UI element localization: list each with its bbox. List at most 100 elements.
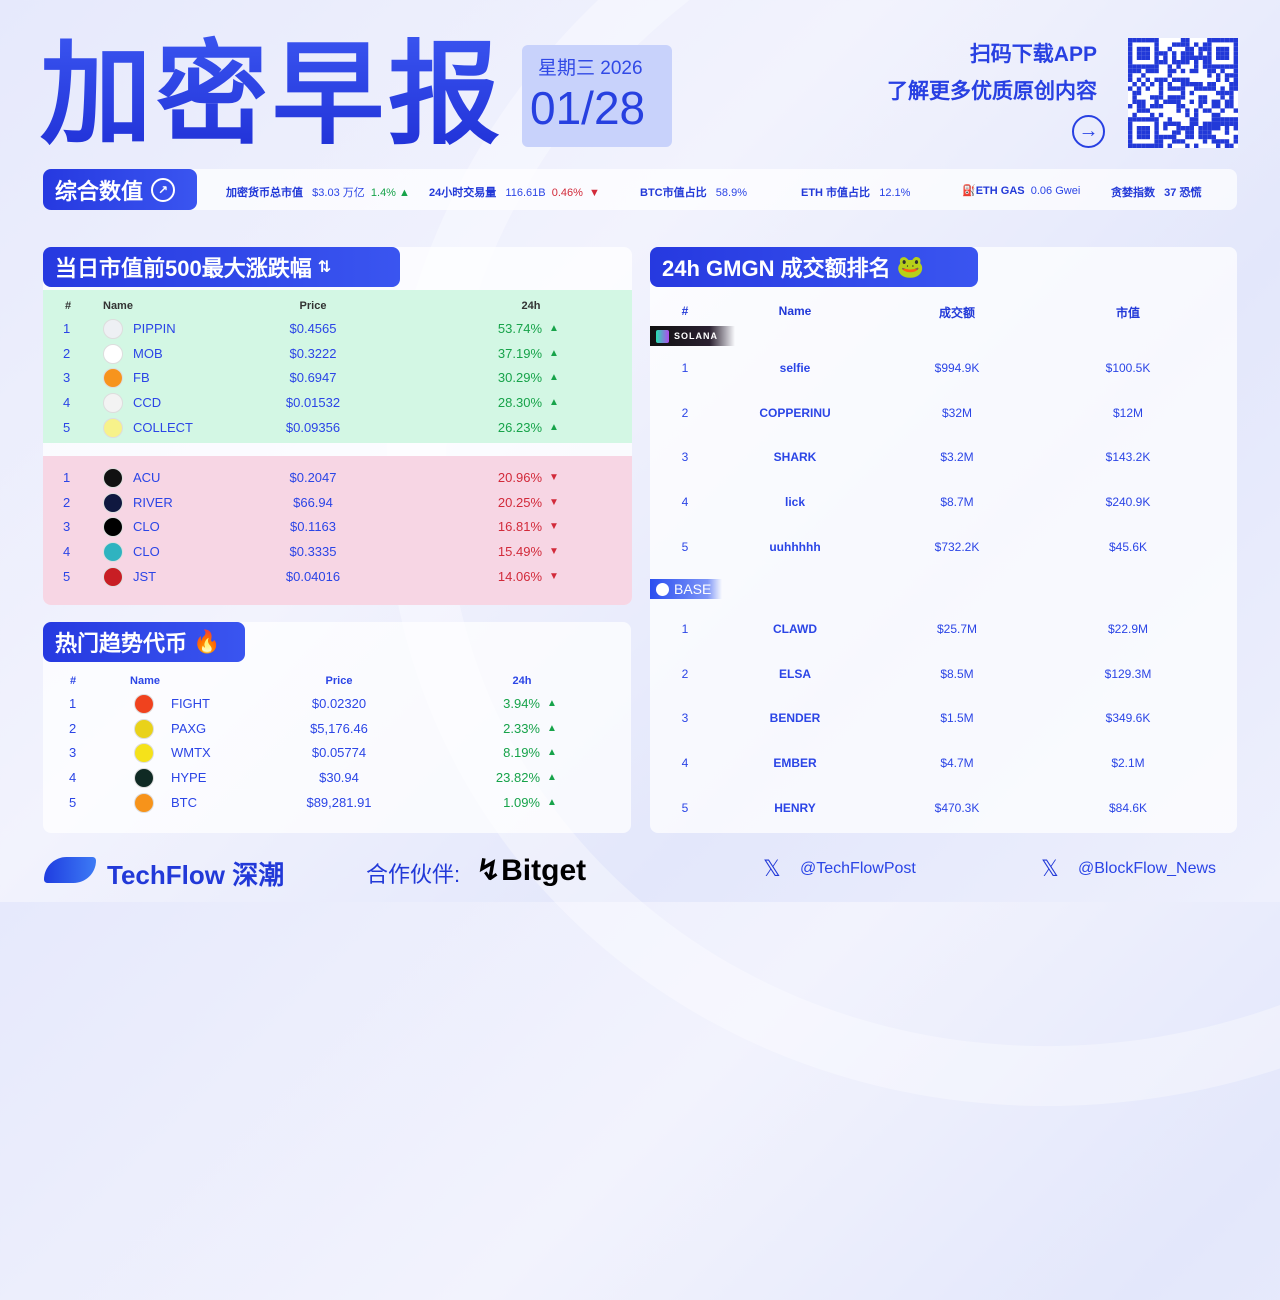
price: $0.6947 xyxy=(289,370,337,386)
price: $89,281.91 xyxy=(306,794,372,810)
token-name[interactable]: HENRY xyxy=(774,800,816,815)
token-name[interactable]: FB xyxy=(133,370,150,386)
price: $0.09356 xyxy=(285,419,341,435)
token-name[interactable]: JST xyxy=(133,568,157,584)
up-arrow-icon: ▲ xyxy=(549,421,559,433)
token-name[interactable]: lick xyxy=(784,495,806,510)
fuel-pump-icon: ⛽ xyxy=(962,185,976,197)
change-percent: 30.29% xyxy=(497,370,542,386)
column-header: Price xyxy=(299,300,327,312)
volume: $994.9K xyxy=(934,361,980,375)
page-title: 加密早报 xyxy=(40,30,504,160)
market-cap: $12M xyxy=(1112,405,1144,420)
token-icon xyxy=(103,393,123,414)
price: $0.01532 xyxy=(285,395,341,411)
gmgn-panel xyxy=(650,247,1237,833)
token-name[interactable]: COPPERINU xyxy=(759,405,831,420)
price: $0.3335 xyxy=(289,544,337,560)
token-name[interactable]: HYPE xyxy=(171,770,207,786)
date: 01/28 xyxy=(530,82,646,134)
token-name[interactable]: BTC xyxy=(171,794,197,810)
change-percent: 53.74% xyxy=(497,321,542,336)
gainers-section xyxy=(43,290,632,443)
token-icon xyxy=(103,566,123,587)
change-percent: 3.94% xyxy=(503,696,540,711)
gmgn-title: 24h GMGN 成交额排名 🐸 xyxy=(650,247,978,287)
price: $30.94 xyxy=(319,770,359,786)
token-name[interactable]: uuhhhhh xyxy=(769,539,821,554)
up-arrow-icon: ▲ xyxy=(549,397,559,409)
solana-logo-icon xyxy=(656,329,669,343)
token-icon xyxy=(134,694,154,714)
token-icon xyxy=(103,492,123,513)
token-icon xyxy=(103,417,123,438)
token-name[interactable]: selfie xyxy=(779,361,811,375)
token-name[interactable]: WMTX xyxy=(171,745,211,761)
frog-icon: 🐸 xyxy=(896,254,924,279)
x-handle-techflow[interactable]: @TechFlowPost xyxy=(800,860,916,877)
rank: 2 xyxy=(681,666,689,681)
token-name[interactable]: CLO xyxy=(133,544,160,560)
token-name[interactable]: PAXG xyxy=(171,720,207,736)
date-box: 星期三 2026 01/28 xyxy=(522,45,672,147)
movers-panel xyxy=(43,247,632,605)
column-header: # xyxy=(65,300,72,312)
token-name[interactable]: ELSA xyxy=(778,666,812,681)
token-icon xyxy=(134,743,154,764)
token-name[interactable]: CLO xyxy=(133,519,160,535)
rank: 4 xyxy=(681,495,689,510)
up-arrow-icon: ▲ xyxy=(399,187,410,199)
up-arrow-icon: ▲ xyxy=(547,772,557,784)
token-name[interactable]: PIPPIN xyxy=(133,321,176,336)
up-down-arrows-icon: ⇅ xyxy=(317,259,332,276)
rank: 3 xyxy=(681,711,689,726)
token-name[interactable]: CLAWD xyxy=(773,622,817,636)
x-handle-blockflow[interactable]: @BlockFlow_News xyxy=(1078,860,1217,877)
solana-chain-badge: SOLANA xyxy=(650,326,735,346)
rank: 2 xyxy=(63,494,71,510)
price: $5,176.46 xyxy=(310,720,368,736)
volume: $32M xyxy=(941,405,973,420)
market-cap: $240.9K xyxy=(1105,495,1151,510)
rank: 1 xyxy=(681,622,689,636)
token-name[interactable]: CCD xyxy=(133,395,162,411)
token-name[interactable]: BENDER xyxy=(769,711,821,726)
base-chain-badge: BASE xyxy=(650,579,722,599)
rank: 4 xyxy=(63,544,71,560)
token-icon xyxy=(103,468,123,488)
token-name[interactable]: FIGHT xyxy=(171,696,210,711)
token-name[interactable]: EMBER xyxy=(773,756,817,771)
volume: $470.3K xyxy=(934,800,980,815)
qr-code[interactable] xyxy=(1128,38,1238,148)
market-cap: $45.6K xyxy=(1108,539,1148,554)
x-icon: 𝕏 xyxy=(763,856,781,881)
token-name[interactable]: COLLECT xyxy=(133,419,193,435)
token-name[interactable]: SHARK xyxy=(773,450,817,465)
volume: $1.5M xyxy=(940,711,974,726)
token-name[interactable]: RIVER xyxy=(133,494,173,510)
volume: $8.7M xyxy=(940,495,974,510)
rank: 1 xyxy=(69,696,77,711)
x-icon: 𝕏 xyxy=(1041,856,1059,881)
change-percent: 15.49% xyxy=(497,544,542,560)
token-name[interactable]: MOB xyxy=(133,345,163,361)
token-name[interactable]: ACU xyxy=(133,470,161,485)
arrow-right-icon[interactable]: → xyxy=(1072,115,1105,148)
market-cap: $143.2K xyxy=(1105,450,1151,465)
market-cap: $100.5K xyxy=(1105,361,1151,375)
price: $0.2047 xyxy=(289,470,337,485)
change-percent: 1.09% xyxy=(503,794,540,810)
volume: $25.7M xyxy=(936,622,978,636)
change-percent: 26.23% xyxy=(497,419,542,435)
rank: 1 xyxy=(63,321,71,336)
rank: 5 xyxy=(63,568,71,584)
gauge-icon: ↗ xyxy=(151,177,176,202)
column-header: 成交额 xyxy=(938,306,976,320)
price: $0.04016 xyxy=(285,568,341,584)
column-header: Price xyxy=(325,675,353,687)
stats-label: 综合数值 ↗ xyxy=(43,169,197,210)
token-icon xyxy=(103,368,123,389)
movers-title: 当日市值前500最大涨跌幅 ⇅ xyxy=(43,247,400,287)
down-arrow-icon: ▼ xyxy=(549,521,559,533)
change-percent: 14.06% xyxy=(497,568,542,584)
